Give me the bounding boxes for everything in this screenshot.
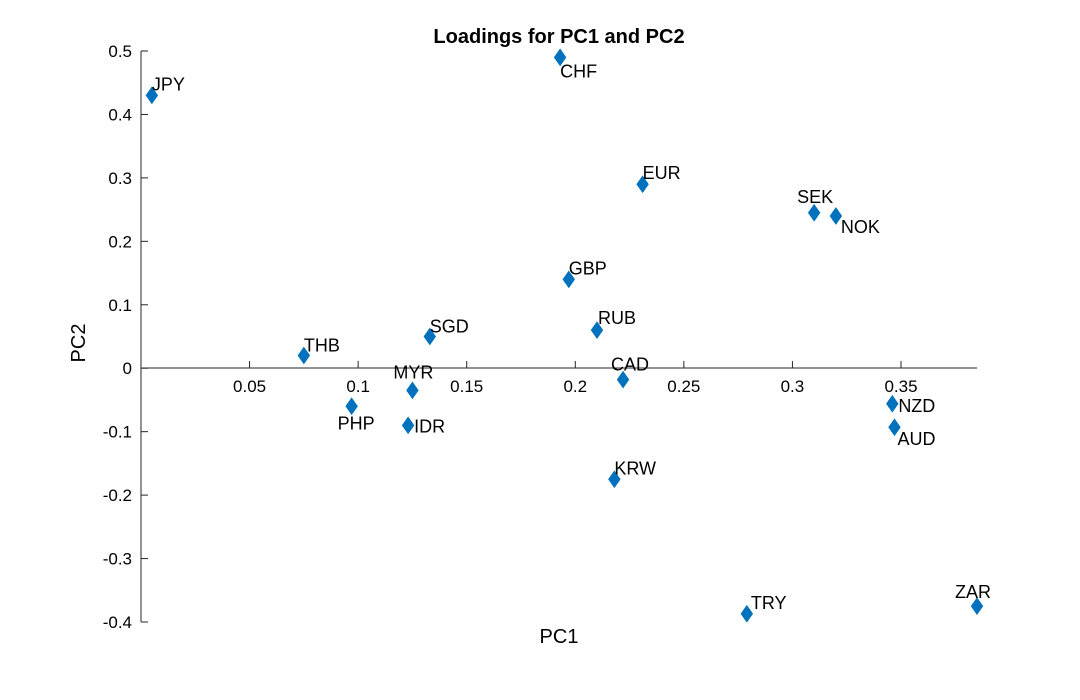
y-tick-label: -0.4 bbox=[103, 613, 132, 632]
x-tick-label: 0.3 bbox=[781, 377, 805, 396]
x-tick-label: 0.05 bbox=[233, 377, 266, 396]
y-tick-label: 0.5 bbox=[108, 42, 132, 61]
point-label-rub: RUB bbox=[598, 308, 636, 328]
y-tick-label: -0.2 bbox=[103, 486, 132, 505]
point-label-jpy: JPY bbox=[152, 74, 185, 94]
point-marker-sek bbox=[807, 203, 821, 222]
point-marker-zar bbox=[970, 597, 984, 616]
point-marker-thb bbox=[297, 346, 311, 365]
x-tick-label: 0.15 bbox=[450, 377, 483, 396]
point-label-php: PHP bbox=[338, 413, 375, 433]
point-marker-idr bbox=[401, 416, 415, 435]
point-label-nzd: NZD bbox=[898, 396, 935, 416]
point-label-aud: AUD bbox=[897, 429, 935, 449]
point-label-chf: CHF bbox=[560, 61, 597, 81]
y-tick-label: 0 bbox=[123, 359, 132, 378]
point-label-nok: NOK bbox=[841, 217, 880, 237]
point-marker-eur bbox=[636, 175, 649, 194]
x-tick-label: 0.1 bbox=[346, 377, 370, 396]
point-label-idr: IDR bbox=[414, 416, 445, 436]
point-label-thb: THB bbox=[304, 336, 340, 356]
x-tick-label: 0.2 bbox=[563, 377, 587, 396]
point-marker-rub bbox=[590, 321, 604, 340]
point-marker-gbp bbox=[562, 270, 575, 289]
x-tick-label: 0.25 bbox=[667, 377, 700, 396]
data-points: JPY CHF EUR SEK NOK GBP RUB SGD THB CAD MYR PHP IDR N… bbox=[145, 48, 991, 623]
point-label-eur: EUR bbox=[643, 163, 681, 183]
point-label-sgd: SGD bbox=[430, 317, 469, 337]
x-tick-label: 0.35 bbox=[884, 377, 917, 396]
point-label-myr: MYR bbox=[393, 362, 433, 382]
chart-title: Loadings for PC1 and PC2 bbox=[433, 26, 684, 48]
point-marker-chf bbox=[553, 48, 567, 67]
y-tick-label: -0.3 bbox=[103, 550, 132, 569]
point-marker-sgd bbox=[423, 327, 437, 346]
point-marker-cad bbox=[616, 370, 630, 389]
point-label-sek: SEK bbox=[797, 187, 833, 207]
point-label-cad: CAD bbox=[611, 355, 649, 375]
point-marker-jpy bbox=[145, 86, 159, 105]
point-marker-krw bbox=[608, 470, 621, 489]
point-marker-nzd bbox=[886, 394, 899, 413]
point-label-gbp: GBP bbox=[569, 258, 607, 278]
point-label-krw: KRW bbox=[614, 458, 656, 478]
point-marker-aud bbox=[888, 418, 901, 437]
point-marker-try bbox=[740, 604, 754, 623]
x-axis-title: PC1 bbox=[540, 626, 579, 648]
y-tick-label: 0.4 bbox=[108, 105, 132, 124]
point-label-try: TRY bbox=[751, 593, 787, 613]
y-tick-label: 0.1 bbox=[108, 296, 132, 315]
y-tick-label: 0.2 bbox=[108, 232, 132, 251]
y-axis: 0.5 0.4 0.3 0.2 0.1 0 -0.1 -0.2 -0.3 -0.4 bbox=[103, 42, 148, 632]
y-tick-label: -0.1 bbox=[103, 423, 132, 442]
y-axis-title: PC2 bbox=[68, 324, 90, 363]
x-axis: 0.05 0.1 0.15 0.2 0.25 0.3 0.35 bbox=[141, 361, 977, 396]
point-marker-php bbox=[345, 397, 358, 416]
point-marker-nok bbox=[829, 207, 843, 225]
point-marker-myr bbox=[406, 381, 419, 400]
y-tick-label: 0.3 bbox=[108, 169, 132, 188]
point-label-zar: ZAR bbox=[955, 582, 991, 602]
